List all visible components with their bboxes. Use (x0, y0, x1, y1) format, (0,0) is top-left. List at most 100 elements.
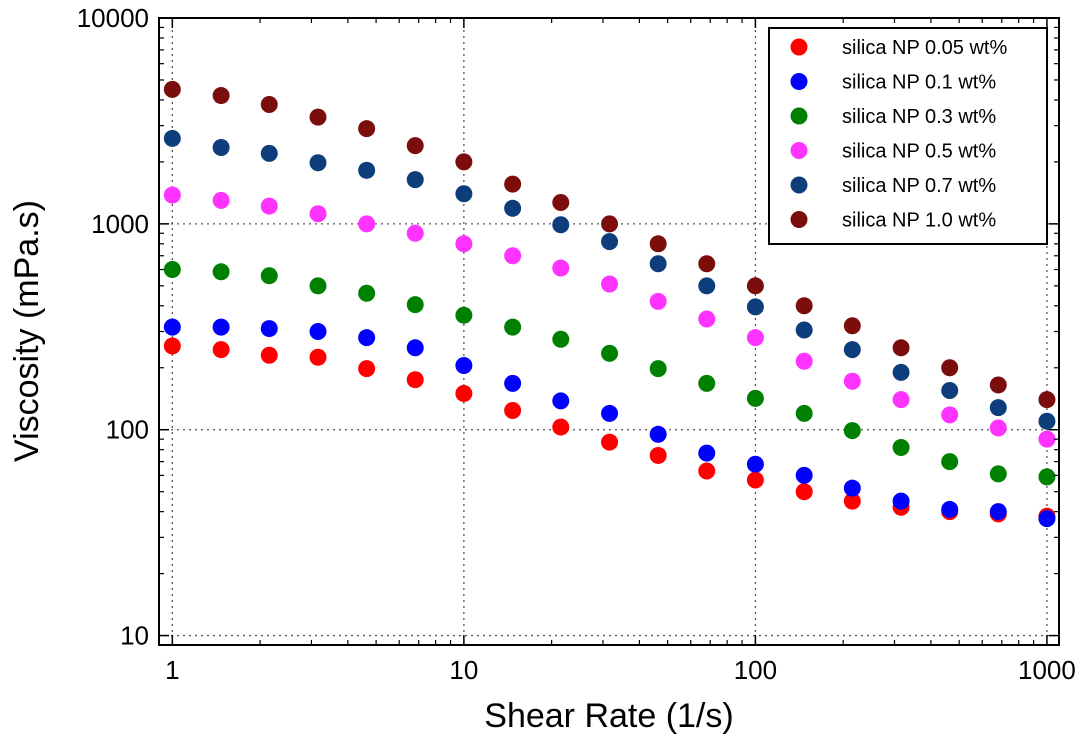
series-5 (163, 129, 1056, 430)
legend-label: silica NP 1.0 wt% (842, 210, 996, 232)
data-point (989, 399, 1007, 417)
legend-marker (790, 176, 808, 194)
data-point (941, 382, 959, 400)
data-point (212, 87, 230, 105)
y-tick-label: 10 (120, 621, 149, 651)
y-tick-label: 10000 (77, 3, 149, 33)
legend-box (768, 27, 1048, 245)
data-point (552, 418, 570, 436)
data-point (309, 154, 327, 172)
y-tick-label: 100 (106, 415, 149, 445)
data-point (358, 215, 376, 233)
x-tick-label: 10 (449, 655, 478, 685)
data-point (795, 483, 813, 501)
legend-label: silica NP 0.7 wt% (842, 175, 996, 197)
data-point (746, 389, 764, 407)
data-point (601, 215, 619, 233)
data-point (698, 444, 716, 462)
data-point (163, 186, 181, 204)
y-axis-label: Viscosity (mPa.s) (8, 200, 46, 462)
data-point (455, 384, 473, 402)
data-point (989, 465, 1007, 483)
data-point (795, 297, 813, 315)
data-point (309, 277, 327, 295)
series-1 (163, 337, 1056, 525)
data-point (601, 275, 619, 293)
data-point (698, 255, 716, 273)
data-point (358, 360, 376, 378)
data-point (601, 404, 619, 422)
data-point (698, 277, 716, 295)
data-point (1038, 412, 1056, 430)
data-point (309, 348, 327, 366)
data-point (260, 346, 278, 364)
legend-marker (790, 211, 808, 228)
data-point (1038, 430, 1056, 448)
data-point (746, 471, 764, 489)
data-point (843, 317, 861, 335)
data-point (843, 479, 861, 497)
data-point (649, 235, 667, 253)
data-point (795, 352, 813, 370)
series-4 (163, 186, 1056, 448)
data-point (649, 360, 667, 378)
data-point (989, 419, 1007, 437)
legend-marker (790, 73, 808, 90)
data-point (892, 492, 910, 510)
legend-label: silica NP 0.1 wt% (842, 72, 996, 94)
data-point (455, 357, 473, 375)
data-point (649, 425, 667, 443)
data-point (455, 185, 473, 203)
legend: silica NP 0.05 wt% silica NP 0.1 wt% silic… (768, 27, 1048, 245)
data-point (843, 492, 861, 510)
data-point (406, 296, 424, 314)
data-point (552, 392, 570, 410)
data-point (504, 374, 522, 392)
legend-marker (790, 107, 808, 125)
data-point (941, 453, 959, 471)
data-point (309, 108, 327, 126)
data-point (212, 341, 230, 359)
data-point (406, 224, 424, 242)
data-point (843, 422, 861, 440)
data-point (504, 318, 522, 336)
legend-label: silica NP 0.05 wt% (842, 37, 1007, 59)
data-point (455, 235, 473, 253)
data-point (260, 96, 278, 114)
series-3 (163, 261, 1056, 486)
x-axis-label: Shear Rate (1/s) (484, 697, 733, 735)
data-point (406, 137, 424, 155)
data-point (163, 80, 181, 98)
data-point (892, 363, 910, 381)
data-point (649, 446, 667, 464)
data-point (406, 339, 424, 357)
data-point (552, 330, 570, 348)
data-points (163, 80, 1056, 528)
data-point (892, 438, 910, 456)
data-point (601, 433, 619, 451)
axis-tick-labels: 1 10 100 1000 10 100 1000 10000 (77, 3, 1076, 685)
data-point (1038, 391, 1056, 409)
data-point (649, 292, 667, 310)
data-point (649, 255, 667, 273)
data-point (358, 120, 376, 138)
x-tick-label: 100 (734, 655, 777, 685)
data-point (504, 199, 522, 217)
data-point (212, 263, 230, 281)
series-6 (163, 80, 1056, 409)
data-point (892, 391, 910, 409)
data-point (260, 144, 278, 162)
data-point (309, 323, 327, 340)
data-point (309, 205, 327, 223)
data-point (746, 455, 764, 473)
data-point (746, 298, 764, 316)
data-point (698, 310, 716, 328)
legend-marker (790, 38, 808, 56)
data-point (795, 404, 813, 422)
data-point (212, 318, 230, 336)
data-point (358, 284, 376, 302)
data-point (163, 318, 181, 336)
data-point (504, 401, 522, 419)
